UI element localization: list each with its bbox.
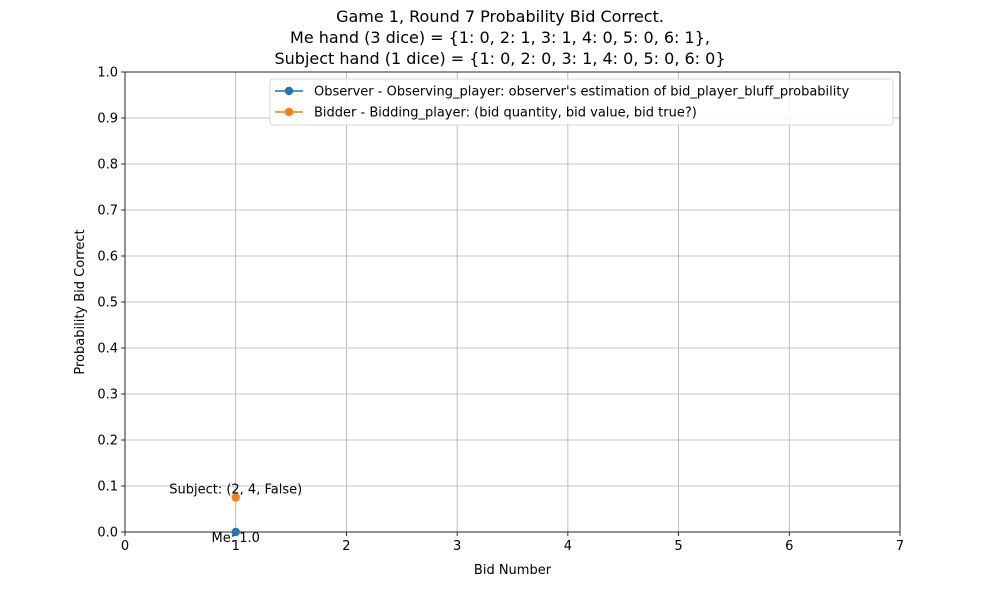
y-tick-label: 0.0 xyxy=(97,526,118,541)
y-tick-label: 0.1 xyxy=(97,480,118,495)
y-tick-label: 0.3 xyxy=(97,388,118,403)
chart-title-line-1: Game 1, Round 7 Probability Bid Correct. xyxy=(336,7,664,26)
chart-title-line-3: Subject hand (1 dice) = {1: 0, 2: 0, 3: … xyxy=(274,49,726,68)
data-point-1 xyxy=(231,493,240,502)
y-tick-label: 0.4 xyxy=(97,342,118,357)
legend-box xyxy=(269,78,894,126)
x-tick-label: 6 xyxy=(785,539,793,554)
x-axis-label: Bid Number xyxy=(474,563,552,578)
x-tick-label: 2 xyxy=(342,539,350,554)
y-tick-label: 0.6 xyxy=(97,250,118,265)
legend-label-1: Bidder - Bidding_player: (bid quantity, … xyxy=(314,106,697,121)
y-tick-label: 0.7 xyxy=(97,204,118,219)
y-tick-label: 0.8 xyxy=(97,158,118,173)
x-tick-label: 7 xyxy=(896,539,904,554)
y-tick-label: 0.9 xyxy=(97,112,118,127)
y-tick-label: 0.5 xyxy=(97,296,118,311)
x-tick-label: 5 xyxy=(674,539,682,554)
data-point-0 xyxy=(231,527,240,537)
legend-marker-0 xyxy=(284,86,294,96)
y-axis-label: Probability Bid Correct xyxy=(73,229,88,374)
data-annotation-1: Subject: (2, 4, False) xyxy=(169,483,302,498)
x-tick-label: 4 xyxy=(564,539,572,554)
x-tick-label: 0 xyxy=(121,539,129,554)
x-tick-label: 1 xyxy=(232,539,240,554)
x-tick-label: 3 xyxy=(453,539,461,554)
legend-marker-1 xyxy=(284,107,294,117)
y-tick-label: 1.0 xyxy=(97,66,118,81)
data-annotation-0: Me: 1.0 xyxy=(212,531,260,546)
y-tick-label: 0.2 xyxy=(97,434,118,449)
legend-label-0: Observer - Observing_player: observer's … xyxy=(314,85,849,100)
chart-title-line-2: Me hand (3 dice) = {1: 0, 2: 1, 3: 1, 4:… xyxy=(290,28,710,47)
